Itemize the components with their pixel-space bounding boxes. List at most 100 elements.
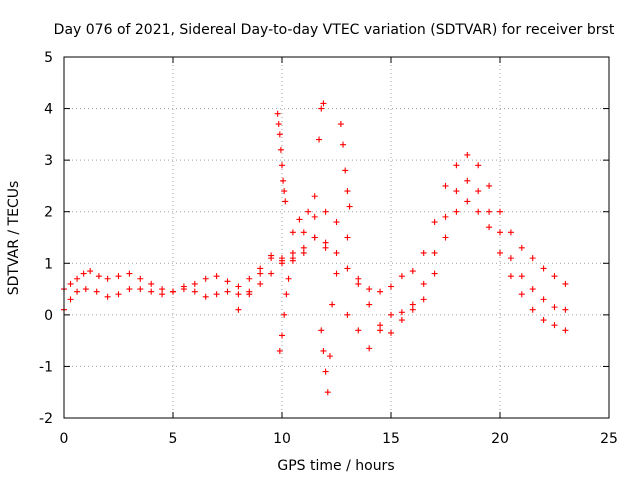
data-point (322, 239, 329, 246)
data-point (366, 301, 373, 308)
data-point (279, 332, 285, 339)
data-point (486, 224, 493, 231)
data-point (137, 286, 144, 293)
data-point (67, 296, 74, 303)
data-point (95, 273, 102, 280)
data-point (388, 311, 394, 318)
y-tick-label: 5 (44, 50, 53, 66)
data-point (442, 234, 449, 241)
data-point (320, 100, 327, 107)
data-point (398, 317, 405, 324)
data-point (224, 288, 231, 295)
data-track (61, 177, 569, 336)
data-point (289, 229, 296, 236)
data-point (213, 291, 220, 298)
data-point (324, 389, 331, 396)
data-point (340, 141, 347, 148)
data-point (518, 291, 525, 298)
data-point (420, 249, 427, 256)
chart-title: Day 076 of 2021, Sidereal Day-to-day VTE… (54, 22, 615, 38)
data-point (355, 280, 362, 287)
data-point (180, 283, 187, 290)
x-tick-label: 10 (273, 431, 291, 447)
data-point (475, 208, 482, 215)
data-point (346, 203, 353, 210)
x-tick-label: 15 (382, 431, 400, 447)
data-point (529, 286, 536, 293)
data-point (409, 306, 416, 313)
data-track (235, 198, 569, 352)
data-point (74, 275, 81, 282)
data-point (202, 275, 209, 282)
data-point (318, 327, 325, 334)
data-track (61, 151, 569, 295)
data-point (453, 162, 460, 169)
data-point (366, 286, 373, 293)
data-point (202, 293, 209, 300)
data-point (366, 345, 373, 352)
data-point (285, 275, 292, 282)
data-track (289, 100, 327, 236)
data-point (475, 188, 482, 195)
data-point (497, 229, 503, 236)
data-point (562, 327, 569, 334)
data-point (326, 353, 333, 360)
data-point (224, 278, 231, 285)
data-point (409, 268, 416, 275)
data-point (344, 234, 351, 241)
data-point (507, 229, 514, 236)
data-point (551, 304, 558, 311)
data-point (67, 280, 74, 287)
data-point (159, 291, 166, 298)
data-point (279, 260, 285, 267)
data-point (126, 286, 133, 293)
y-tick-label: 3 (44, 153, 53, 169)
data-point (257, 280, 264, 287)
data-point (282, 198, 289, 205)
data-point (235, 306, 242, 313)
data-point (551, 322, 558, 329)
data-points (61, 100, 569, 396)
data-point (442, 182, 449, 189)
data-point (398, 309, 405, 316)
x-tick-label: 20 (491, 431, 509, 447)
y-tick-label: -1 (39, 359, 53, 375)
data-point (159, 286, 166, 293)
x-axis-ticks: 0 5 10 15 20 25 (60, 57, 618, 447)
data-point (355, 327, 362, 334)
data-point (344, 188, 351, 195)
data-point (279, 255, 285, 262)
y-axis-label: SDTVAR / TECUs (6, 181, 22, 296)
data-point (246, 275, 253, 282)
data-point (126, 270, 133, 277)
data-point (246, 291, 253, 298)
data-point (300, 249, 307, 256)
x-axis-label: GPS time / hours (277, 458, 394, 474)
data-point (322, 368, 329, 375)
data-point (464, 177, 471, 184)
y-tick-label: 0 (44, 308, 53, 324)
data-track (276, 275, 292, 354)
y-tick-label: 4 (44, 102, 53, 118)
data-point (93, 288, 100, 295)
data-point (420, 280, 427, 287)
data-point (464, 198, 471, 205)
data-point (497, 249, 503, 256)
y-axis-ticks: -2 -1 0 1 2 3 4 5 (39, 50, 609, 427)
y-tick-label: 2 (44, 205, 53, 221)
x-tick-label: 5 (169, 431, 178, 447)
data-point (507, 273, 514, 280)
data-point (137, 275, 144, 282)
data-point (475, 162, 482, 169)
data-point (281, 311, 288, 318)
data-point (431, 270, 438, 277)
data-point (277, 146, 284, 153)
data-point (281, 188, 288, 195)
data-point (518, 273, 525, 280)
data-point (342, 167, 349, 174)
data-point (283, 291, 290, 298)
data-point (497, 208, 503, 215)
data-point (388, 329, 394, 336)
data-point (551, 273, 558, 280)
